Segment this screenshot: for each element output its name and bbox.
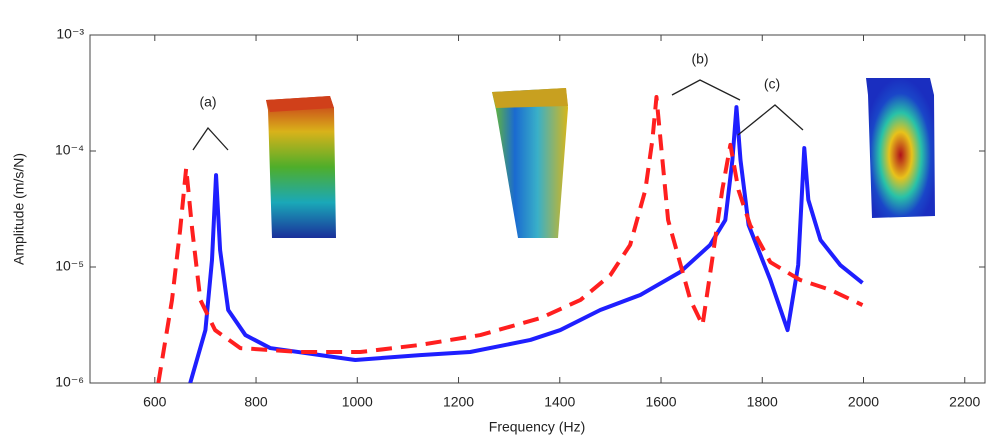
mode-shape-2 bbox=[492, 88, 568, 238]
x-tick-label: 2200 bbox=[949, 394, 980, 410]
x-tick-label: 1400 bbox=[544, 394, 575, 410]
plot-lines bbox=[156, 95, 864, 383]
series-line bbox=[188, 105, 864, 383]
annotation: (b) bbox=[691, 51, 708, 67]
mode-shape-3 bbox=[866, 78, 935, 218]
plot-frame bbox=[89, 34, 986, 384]
series-line bbox=[156, 95, 864, 383]
x-tick-label: 1600 bbox=[645, 394, 676, 410]
x-tick-label: 1800 bbox=[747, 394, 778, 410]
annotation-bracket bbox=[737, 104, 804, 136]
y-tick-label: 10⁻³ bbox=[56, 26, 84, 42]
y-tick-label: 10⁻⁵ bbox=[55, 258, 84, 274]
y-tick-label: 10⁻⁴ bbox=[55, 142, 84, 158]
annotation: (a) bbox=[199, 94, 216, 110]
y-axis-label: Amplitude (m/s/N) bbox=[11, 153, 27, 265]
x-axis-label: Frequency (Hz) bbox=[489, 419, 585, 435]
annotation-bracket bbox=[671, 79, 741, 101]
x-tick-label: 800 bbox=[244, 394, 268, 410]
annotation: (c) bbox=[764, 76, 780, 92]
annotation-bracket bbox=[192, 126, 229, 151]
x-tick-label: 1200 bbox=[443, 394, 474, 410]
x-tick-label: 600 bbox=[143, 394, 167, 410]
mode-shape-1 bbox=[266, 96, 336, 238]
x-tick-label: 1000 bbox=[342, 394, 373, 410]
x-tick-label: 2000 bbox=[848, 394, 879, 410]
y-tick-label: 10⁻⁶ bbox=[55, 374, 84, 390]
